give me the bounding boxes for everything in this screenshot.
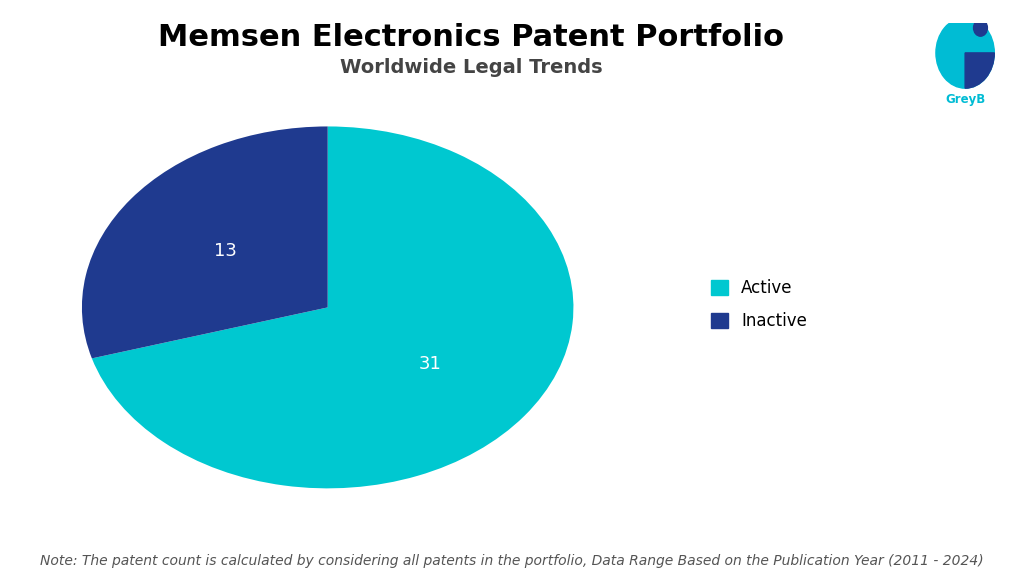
Wedge shape: [82, 126, 328, 358]
Text: 31: 31: [419, 355, 441, 373]
Text: 13: 13: [214, 242, 237, 260]
Text: Memsen Electronics Patent Portfolio: Memsen Electronics Patent Portfolio: [158, 23, 784, 52]
Wedge shape: [92, 126, 573, 488]
Circle shape: [936, 17, 994, 88]
Wedge shape: [965, 53, 994, 88]
Text: GreyB: GreyB: [945, 93, 985, 106]
Legend: Active, Inactive: Active, Inactive: [705, 273, 814, 336]
Text: Note: The patent count is calculated by considering all patents in the portfolio: Note: The patent count is calculated by …: [40, 554, 984, 568]
Text: Worldwide Legal Trends: Worldwide Legal Trends: [340, 58, 602, 77]
Circle shape: [974, 20, 987, 36]
